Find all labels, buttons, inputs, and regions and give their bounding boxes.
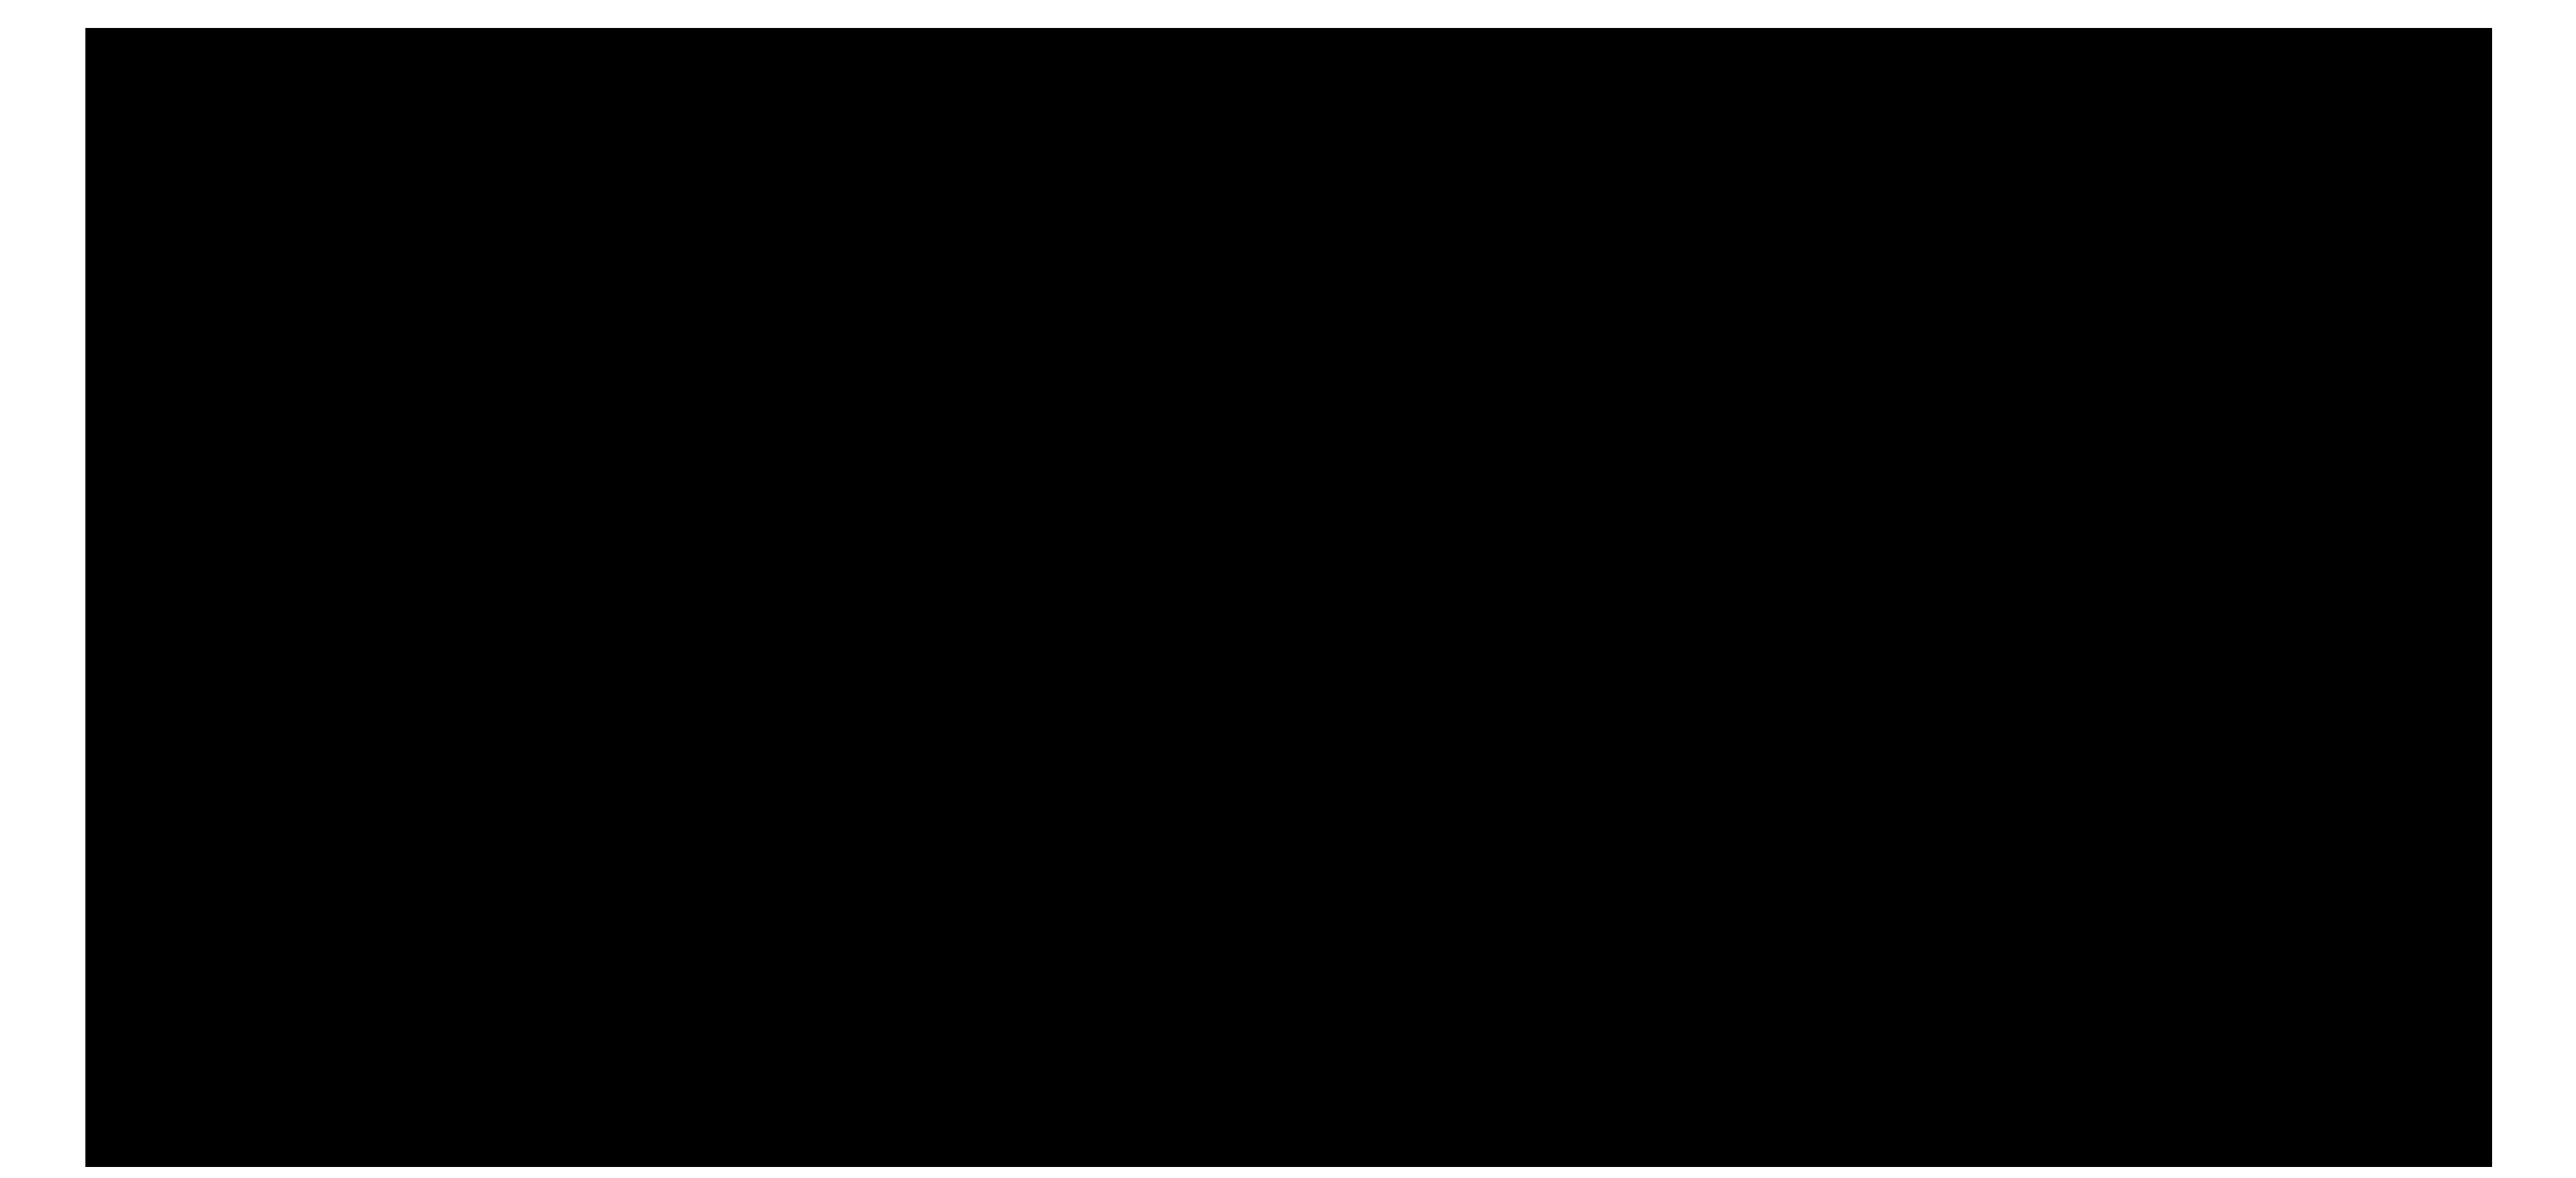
wordcloud-svg (85, 28, 2492, 1167)
wordcloud-canvas (85, 28, 2492, 1167)
